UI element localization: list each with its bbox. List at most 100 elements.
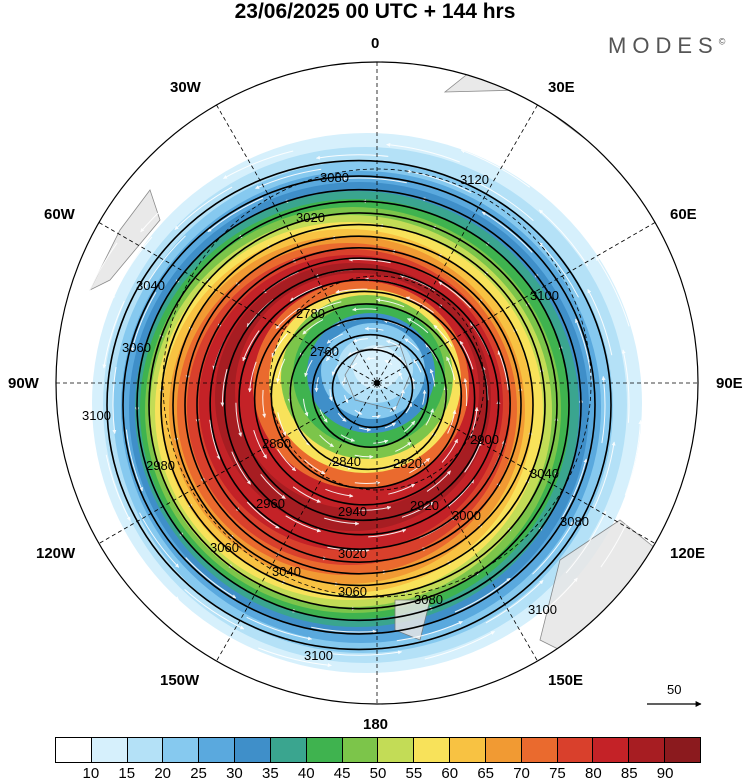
streamline-arrow — [329, 650, 402, 656]
streamline-arrow — [235, 402, 242, 437]
streamline-arrow — [401, 501, 434, 518]
streamline-arrow — [88, 387, 97, 461]
streamline-arrow — [532, 520, 575, 575]
streamline-arrow — [386, 142, 460, 163]
contour-label: 3020 — [296, 210, 325, 225]
colorbar-swatch — [127, 738, 164, 762]
streamline-arrow — [426, 470, 451, 492]
streamline-arrow — [352, 668, 432, 680]
height-contour — [106, 159, 612, 651]
contour-label: 2940 — [338, 504, 367, 519]
colorbar-swatch — [270, 738, 307, 762]
streamline-arrow — [397, 356, 407, 366]
streamline-arrow — [184, 589, 245, 630]
streamline-arrow — [262, 389, 267, 418]
contour-label: 3080 — [414, 592, 443, 607]
streamline-arrow — [533, 175, 594, 233]
streamline-arrow — [350, 362, 358, 369]
streamline-arrow — [139, 512, 180, 568]
streamline-arrow — [386, 340, 401, 348]
colorbar-swatch — [378, 738, 415, 762]
contour-label: 2820 — [393, 456, 422, 471]
streamline-arrow — [223, 150, 294, 179]
lat-lon-grid — [56, 62, 698, 704]
streamline-arrow — [446, 356, 456, 381]
streamline-arrow — [447, 479, 475, 508]
streamline-arrow — [286, 130, 366, 142]
streamline-arrow — [398, 371, 403, 380]
streamline-arrow — [231, 451, 251, 485]
height-contour — [196, 247, 522, 563]
streamline-arrow — [405, 296, 434, 313]
lon-label-120e: 120E — [670, 545, 706, 562]
streamline-arrow — [331, 365, 339, 376]
streamline-arrow — [395, 441, 412, 452]
streamline-arrow — [422, 389, 427, 405]
streamline-arrow — [354, 409, 363, 415]
streamline-arrow — [311, 626, 377, 634]
contour-label: 2960 — [256, 496, 285, 511]
colorbar-tick-label: 60 — [441, 765, 459, 782]
streamline-arrow — [587, 289, 613, 356]
height-contour — [209, 257, 511, 550]
streamline-arrow — [277, 449, 297, 472]
streamline-arrow — [274, 677, 357, 693]
streamline-arrow — [404, 338, 419, 351]
streamline-arrow — [125, 429, 143, 492]
contour-label: 2980 — [146, 458, 175, 473]
streamline-arrow — [111, 236, 153, 300]
contour-label: 3120 — [460, 172, 489, 187]
colorbar-tick-label: 70 — [513, 765, 530, 782]
streamline-arrow — [561, 458, 588, 518]
streamline-arrow — [497, 350, 509, 391]
contour-label: 3060 — [210, 540, 239, 555]
contour-label: 3060 — [338, 584, 367, 599]
streamline-arrow — [383, 319, 405, 329]
colorbar-tick-label: 50 — [369, 765, 387, 782]
streamline-arrow — [207, 197, 264, 233]
colorbar-swatch — [665, 738, 700, 762]
colorbar-swatch — [199, 738, 236, 762]
streamline-arrow — [344, 395, 349, 404]
streamline-arrow — [401, 389, 406, 398]
streamline-arrow — [348, 257, 391, 264]
streamline-arrow — [325, 488, 354, 498]
streamline-arrow — [130, 292, 157, 352]
streamline-arrow — [255, 168, 322, 189]
streamline-arrow — [271, 333, 288, 358]
streamline-arrow — [112, 366, 117, 434]
streamline-arrow — [601, 376, 606, 444]
streamline-arrow — [340, 434, 355, 442]
streamline-arrow — [433, 324, 453, 347]
streamline-arrow — [368, 528, 407, 538]
streamline-arrow — [341, 377, 346, 386]
streamline-arrow — [335, 288, 368, 294]
streamline-arrow — [519, 577, 578, 631]
contour-label: 3100 — [82, 408, 111, 423]
height-contour — [253, 290, 476, 506]
streamline-arrow — [302, 319, 324, 335]
streamline-arrow — [275, 307, 300, 329]
south-pole-marker — [374, 380, 380, 386]
streamline-arrow — [324, 517, 360, 526]
streamline-arrow — [593, 441, 616, 510]
streamline-arrow — [407, 318, 429, 334]
contour-labels: 2780 2760 2820 2840 2860 2900 2920 2940 2960 3000… — [82, 170, 589, 663]
lon-label-60e: 60E — [670, 206, 697, 223]
streamline-arrow — [105, 454, 131, 521]
streamline-arrow — [372, 414, 381, 419]
colorbar-swatch — [629, 738, 666, 762]
contour-label: 3000 — [452, 508, 481, 523]
streamline-arrow — [304, 359, 313, 377]
wind-speed-colorbar — [55, 737, 701, 763]
streamline-arrow — [438, 281, 472, 309]
streamline-arrow — [358, 427, 372, 432]
streamline-arrow — [174, 186, 233, 230]
lon-label-150w: 150W — [160, 672, 200, 689]
streamline-arrow — [384, 422, 396, 429]
streamline-arrow — [277, 412, 287, 436]
streamline-arrow — [143, 235, 186, 290]
streamline-arrow — [624, 420, 643, 496]
streamline-arrow — [319, 409, 328, 423]
contour-label: 3040 — [136, 278, 165, 293]
